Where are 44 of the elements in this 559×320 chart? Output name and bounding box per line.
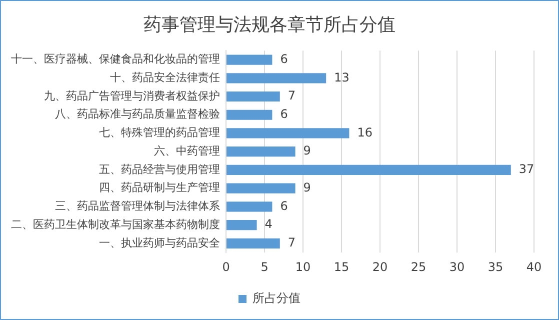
y-tick-label: 九、药品广告管理与消费者权益保护 [44, 89, 220, 102]
bar [226, 91, 280, 102]
data-label: 13 [334, 70, 350, 84]
x-tick-label: 0 [222, 260, 230, 274]
x-tick-label: 40 [526, 260, 542, 274]
bar [226, 220, 257, 230]
x-tick-label: 15 [334, 260, 350, 274]
data-label: 6 [280, 52, 288, 66]
y-tick-label: 四、药品研制与生产管理 [99, 181, 220, 194]
y-tick-label: 三、药品监督管理体制与法律体系 [55, 200, 220, 213]
y-tick-label: 六、中药管理 [154, 144, 220, 158]
x-tick-label: 10 [295, 260, 311, 274]
data-label: 6 [280, 107, 288, 121]
bar [226, 183, 296, 194]
bar [226, 73, 326, 84]
bar [226, 146, 296, 157]
bar [226, 54, 272, 65]
bar [226, 164, 511, 176]
y-tick-label: 七、特殊管理的药品管理 [99, 126, 220, 140]
y-tick-label: 一、执业药师与药品安全 [99, 236, 220, 250]
y-tick-label: 五、药品经营与使用管理 [99, 162, 220, 176]
x-tick-label: 30 [449, 260, 465, 274]
bar [226, 238, 280, 248]
data-label: 9 [303, 180, 311, 194]
y-tick-label: 二、医药卫生体制改革与国家基本药物制度 [11, 218, 220, 231]
x-tick-label: 20 [372, 260, 388, 274]
data-label: 9 [303, 144, 311, 158]
bar [226, 110, 272, 120]
chart-title: 药事管理与法规各章节所占分值 [144, 14, 396, 36]
y-tick-label: 十、药品安全法律责任 [110, 71, 220, 84]
data-label: 7 [288, 236, 296, 250]
x-tick-label: 35 [488, 260, 504, 274]
data-label: 4 [264, 217, 272, 232]
data-label: 7 [288, 88, 296, 103]
legend-label: 所占分值 [252, 291, 300, 306]
x-tick-label: 5 [260, 260, 268, 274]
data-label: 37 [518, 162, 534, 176]
bar [226, 202, 272, 212]
data-label: 16 [357, 125, 372, 140]
data-label: 6 [280, 198, 288, 213]
y-tick-label: 八、药品标准与药品质量监督检验 [55, 108, 220, 121]
bar [226, 128, 350, 138]
x-tick-label: 25 [410, 260, 426, 274]
y-tick-label: 十一、医疗器械、保健食品和化妆品的管理 [11, 52, 220, 66]
